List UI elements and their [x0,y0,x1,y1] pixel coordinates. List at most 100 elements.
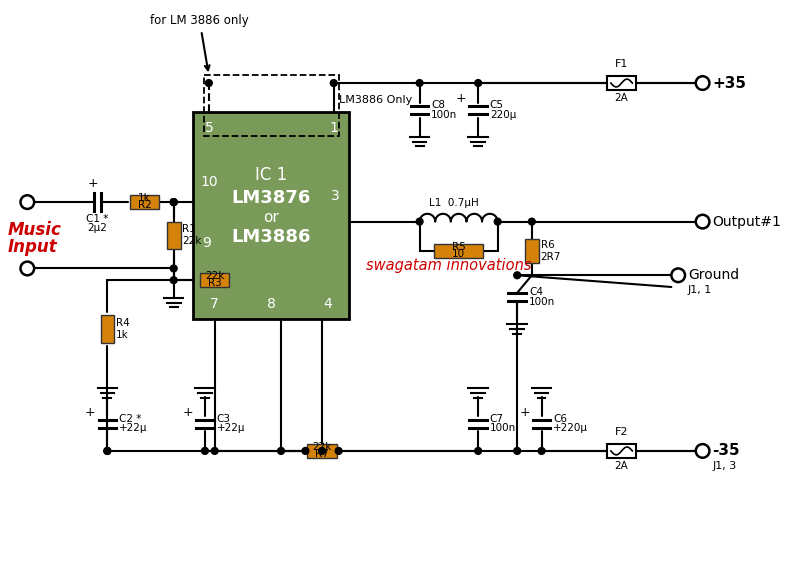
Bar [434,244,483,258]
Text: 2A: 2A [615,461,629,470]
Text: C8: C8 [432,100,445,111]
Circle shape [514,272,520,278]
Text: +: + [183,406,193,419]
Text: LM3876: LM3876 [231,189,311,207]
Circle shape [278,448,284,454]
Bar [101,315,114,343]
Text: +22µ: +22µ [119,423,147,434]
Text: +22µ: +22µ [217,423,246,434]
Circle shape [416,80,423,87]
Text: 9: 9 [203,236,211,250]
Text: F2: F2 [615,427,628,437]
Circle shape [104,448,111,454]
Text: J1, 1: J1, 1 [688,285,712,295]
Circle shape [474,80,482,87]
Circle shape [170,277,177,284]
Text: Output#1: Output#1 [712,215,781,229]
Text: 22k: 22k [312,442,332,452]
Text: C4: C4 [529,287,543,297]
Text: Ground: Ground [688,268,739,282]
Text: for LM 3886 only: for LM 3886 only [150,14,249,70]
Circle shape [170,199,177,206]
Text: or: or [264,210,279,225]
Text: 8: 8 [267,297,276,311]
Circle shape [672,268,685,282]
Text: 2R7: 2R7 [541,252,561,262]
Text: 10: 10 [200,175,218,189]
Text: 4: 4 [323,297,333,311]
Circle shape [318,448,326,454]
Circle shape [104,448,111,454]
Circle shape [211,448,218,454]
Text: F1: F1 [615,60,628,69]
Text: C2 *: C2 * [119,414,142,423]
Bar [607,444,636,458]
Text: IC 1: IC 1 [255,166,287,184]
Text: C7: C7 [490,414,504,423]
Text: LM3886 Only: LM3886 Only [339,95,412,105]
Text: 100n: 100n [529,297,555,307]
Text: Input: Input [8,238,58,256]
Circle shape [514,448,520,454]
Circle shape [695,215,710,229]
Text: C1 *: C1 * [86,214,109,224]
Circle shape [302,448,309,454]
Text: 100n: 100n [490,423,516,434]
Text: +: + [85,406,96,419]
Circle shape [170,199,177,206]
Circle shape [474,448,482,454]
Text: 22k: 22k [182,236,202,246]
Text: R1: R1 [182,225,196,234]
Circle shape [21,195,34,209]
Text: C6: C6 [554,414,567,423]
Text: C5: C5 [490,100,504,111]
Bar [167,222,181,249]
Text: +: + [87,178,98,190]
Text: LM3886: LM3886 [231,228,311,246]
Bar [307,444,337,458]
Text: R7: R7 [315,449,329,459]
Circle shape [205,80,212,87]
Text: 7: 7 [211,297,219,311]
Circle shape [695,76,710,90]
Circle shape [416,218,423,225]
Text: 22k: 22k [205,272,224,281]
Text: +: + [520,406,530,419]
Text: C3: C3 [217,414,230,423]
Text: 220µ: 220µ [490,110,516,120]
Bar [200,273,230,287]
Text: L1  0.7µH: L1 0.7µH [429,198,478,208]
Text: 1k: 1k [116,330,129,340]
Text: 1: 1 [329,121,338,135]
Text: R3: R3 [208,278,222,288]
Text: +220µ: +220µ [554,423,588,434]
Text: 2A: 2A [615,93,629,103]
Circle shape [335,448,342,454]
Circle shape [21,262,34,275]
Bar [193,112,349,319]
Text: swagatam innovations: swagatam innovations [366,258,531,273]
Text: 1k: 1k [138,193,150,203]
Text: +: + [456,92,466,105]
Circle shape [538,448,545,454]
Circle shape [170,199,177,206]
Circle shape [528,218,535,225]
Text: Music: Music [8,221,62,240]
Text: R6: R6 [541,240,554,250]
Text: R5: R5 [451,242,466,252]
Text: 5: 5 [204,121,213,135]
Circle shape [170,265,177,272]
Bar [130,195,159,209]
Bar [607,76,636,90]
Circle shape [494,218,501,225]
Circle shape [201,448,208,454]
Bar [525,239,539,262]
Text: 3: 3 [331,189,340,203]
Text: 100n: 100n [432,110,458,120]
Text: -35: -35 [712,444,740,458]
Text: R4: R4 [116,318,130,328]
Text: 10: 10 [452,249,465,258]
Text: J1, 3: J1, 3 [712,461,737,470]
Bar [204,75,339,136]
Circle shape [695,444,710,458]
